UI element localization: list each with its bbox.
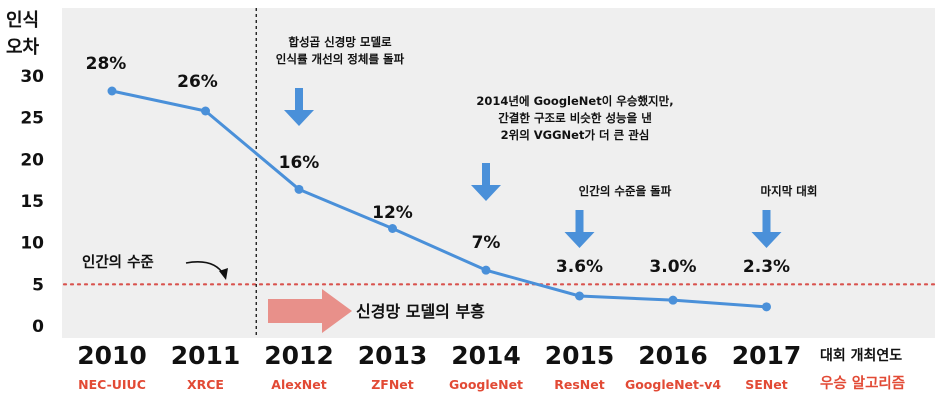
y-tick-label: 20 bbox=[20, 150, 44, 170]
y-axis-title-line-1: 인식 bbox=[6, 10, 39, 31]
x-tick-year-label: 2013 bbox=[358, 341, 428, 370]
annotation-text: 2위의 VGGNet가 더 큰 관심 bbox=[501, 128, 650, 142]
x-axis-title: 대회 개최연도 bbox=[820, 348, 902, 364]
x-tick-algorithm-label: SENet bbox=[745, 377, 787, 392]
x-tick-algorithm-label: NEC-UIUC bbox=[78, 377, 146, 392]
x-tick-algorithm-label: XRCE bbox=[187, 377, 224, 392]
y-tick-label: 25 bbox=[20, 109, 44, 129]
data-point bbox=[481, 265, 491, 275]
reference-pointer-arrowhead bbox=[219, 268, 228, 280]
x-tick-year-label: 2016 bbox=[638, 341, 708, 370]
annotation-arrow bbox=[471, 163, 501, 201]
x-tick-algorithm-label: ResNet bbox=[554, 377, 604, 392]
data-label: 12% bbox=[372, 203, 413, 223]
x-tick-algorithm-label: AlexNet bbox=[271, 377, 326, 392]
data-label: 3.6% bbox=[556, 257, 603, 277]
x-tick-algorithm-label: GoogleNet-v4 bbox=[625, 377, 721, 392]
data-label: 26% bbox=[177, 72, 218, 92]
x-tick-year-label: 2011 bbox=[171, 341, 241, 370]
annotation-arrow bbox=[751, 210, 782, 248]
data-label: 2.3% bbox=[743, 257, 790, 277]
y-tick-label: 15 bbox=[20, 192, 44, 212]
data-point bbox=[575, 291, 584, 301]
data-label: 3.0% bbox=[649, 257, 696, 277]
data-label: 28% bbox=[86, 54, 127, 74]
data-point bbox=[294, 184, 304, 194]
y-tick-label: 10 bbox=[20, 234, 44, 254]
rise-arrow bbox=[268, 289, 352, 333]
x-tick-year-label: 2012 bbox=[264, 341, 334, 370]
annotation-text: 합성곱 신경망 모델로 bbox=[288, 35, 392, 49]
x-tick-year-label: 2010 bbox=[77, 341, 147, 370]
annotation-text: 간결한 구조로 비슷한 성능을 낸 bbox=[498, 111, 652, 125]
annotation-text: 마지막 대회 bbox=[761, 184, 818, 198]
annotation-arrow bbox=[284, 88, 314, 126]
annotation-text: 인식률 개선의 정체를 돌파 bbox=[276, 52, 405, 66]
data-point bbox=[388, 224, 397, 233]
y-tick-label: 30 bbox=[20, 67, 44, 87]
data-point bbox=[668, 295, 678, 305]
data-label: 7% bbox=[472, 233, 501, 253]
annotation-text: 인간의 수준을 돌파 bbox=[579, 184, 672, 198]
data-point bbox=[201, 106, 210, 116]
annotation-arrow bbox=[564, 210, 595, 248]
x-tick-algorithm-label: GoogleNet bbox=[449, 377, 523, 392]
plot-background bbox=[62, 8, 935, 338]
y-axis-title-line-2: 오차 bbox=[6, 37, 40, 58]
x-tick-year-label: 2015 bbox=[545, 341, 615, 370]
x-tick-algorithm-label: ZFNet bbox=[371, 377, 414, 392]
rise-label: 신경망 모델의 부흥 bbox=[356, 302, 485, 321]
x-tick-year-label: 2017 bbox=[732, 341, 802, 370]
data-label: 16% bbox=[279, 153, 320, 173]
data-point bbox=[107, 86, 117, 96]
x-tick-year-label: 2014 bbox=[451, 341, 521, 370]
series-line bbox=[110, 89, 768, 309]
annotation-text: 2014년에 GoogleNet이 우승했지만, bbox=[476, 94, 673, 108]
reference-label: 인간의 수준 bbox=[82, 253, 154, 271]
y-tick-label: 0 bbox=[32, 317, 44, 337]
data-point bbox=[762, 302, 771, 312]
y-tick-label: 5 bbox=[32, 275, 44, 295]
x-axis-subtitle: 우승 알고리즘 bbox=[820, 375, 905, 392]
